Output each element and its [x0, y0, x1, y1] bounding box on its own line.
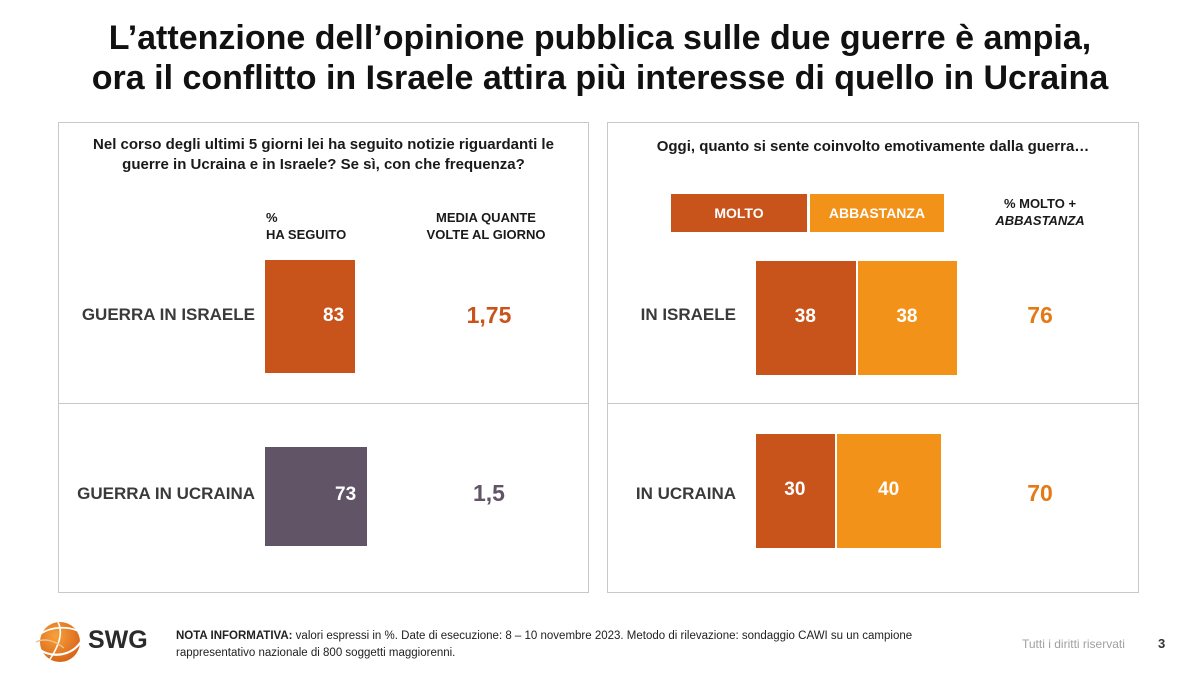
right-question: Oggi, quanto si sente coinvolto emotivam…: [656, 138, 1090, 155]
bar-abbastanza-israele: [857, 261, 958, 375]
bar-label-abbastanza-israele: 38: [896, 306, 918, 327]
row-label-in-ucraina: IN UCRAINA: [635, 484, 736, 503]
left-question-line-2: guerre in Ucraina e in Israele? Se sì, c…: [122, 156, 525, 173]
note-label: NOTA INFORMATIVA:: [176, 630, 293, 642]
total-header-line-1: % MOLTO +: [1003, 196, 1077, 211]
media-value-israele: 1,75: [466, 302, 512, 328]
followed-header-line-2: HA SEGUITO: [266, 227, 347, 242]
globe-icon: [35, 621, 83, 663]
note-line-2: rappresentativo nazionale di 800 soggett…: [176, 647, 456, 659]
title-line-1: L’attenzione dell’opinione pubblica sull…: [108, 19, 1092, 57]
footer-note: NOTA INFORMATIVA: valori espressi in %. …: [176, 628, 976, 662]
note-line-1: valori espressi in %. Date di esecuzione…: [292, 630, 913, 642]
total-header-line-2: ABBASTANZA: [995, 213, 1085, 228]
emotional-involvement-panel: Oggi, quanto si sente coinvolto emotivam…: [607, 122, 1139, 593]
followed-column-header: % HA SEGUITO: [266, 209, 346, 243]
bar-abbastanza-ucraina: [836, 434, 942, 548]
row-divider: [608, 403, 1138, 404]
title-line-2: ora il conflitto in Israele attira più i…: [91, 59, 1109, 97]
followed-header-line-1: %: [266, 210, 278, 225]
bar-followed-ucraina: [265, 446, 367, 546]
bar-followed-israele: [265, 260, 355, 373]
media-header-line-1: MEDIA QUANTE: [436, 210, 536, 225]
row-label-israele: GUERRA IN ISRAELE: [81, 305, 255, 324]
rights-text: Tutti i diritti riservati: [1022, 637, 1125, 651]
bar-label-abbastanza-ucraina: 40: [878, 479, 900, 500]
followed-news-panel: Nel corso degli ultimi 5 giorni lei ha s…: [58, 122, 589, 593]
left-question-line-1: Nel corso degli ultimi 5 giorni lei ha s…: [93, 136, 554, 153]
total-value-ucraina: 70: [1027, 480, 1053, 506]
legend-molto: MOLTO: [671, 194, 807, 232]
logo-text: SWG: [88, 626, 148, 654]
bar-label-followed-ucraina: 73: [335, 484, 357, 506]
row-label-ucraina: GUERRA IN UCRAINA: [77, 484, 255, 503]
row-label-in-israele: IN ISRAELE: [640, 305, 736, 324]
bar-molto-ucraina: [756, 434, 835, 548]
page-title: L’attenzione dell’opinione pubblica sull…: [0, 18, 1200, 98]
bar-label-followed-israele: 83: [323, 304, 345, 326]
total-value-israele: 76: [1027, 302, 1053, 328]
media-value-ucraina: 1,5: [473, 480, 505, 506]
total-column-header: % MOLTO + ABBASTANZA: [970, 195, 1110, 229]
legend-abbastanza: ABBASTANZA: [810, 194, 944, 232]
bar-label-molto-israele: 38: [794, 306, 816, 327]
media-header-line-2: VOLTE AL GIORNO: [426, 227, 546, 242]
page-number: 3: [1158, 636, 1166, 651]
media-column-header: MEDIA QUANTE VOLTE AL GIORNO: [411, 209, 561, 243]
left-question: Nel corso degli ultimi 5 giorni lei ha s…: [59, 135, 588, 175]
bar-molto-israele: [756, 261, 856, 375]
row-divider: [59, 403, 588, 404]
bar-label-molto-ucraina: 30: [784, 479, 806, 500]
